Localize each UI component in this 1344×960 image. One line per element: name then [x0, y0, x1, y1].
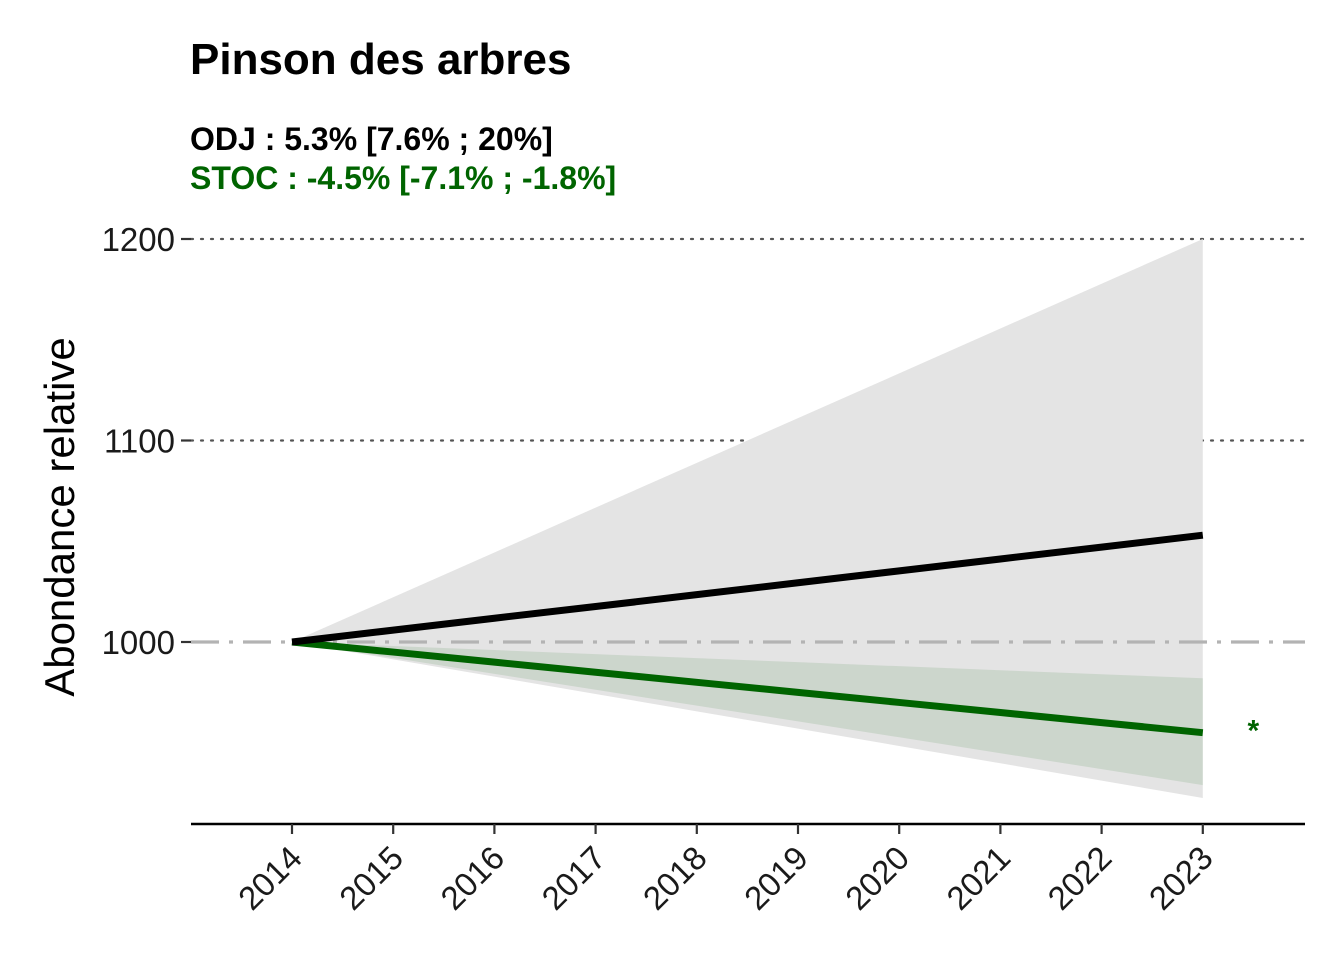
- subtitle-odj: ODJ : 5.3% [7.6% ; 20%]: [190, 121, 553, 157]
- confidence-bands: [292, 239, 1203, 798]
- band-odj: [292, 239, 1203, 798]
- annotations: *: [1248, 715, 1260, 748]
- plot-area: 1000 1100 1200 2014 2015 2016 2017 2018 2019 202…: [102, 221, 1307, 917]
- x-tick-label-2014: 2014: [231, 839, 309, 917]
- trend-lines: [291, 531, 1204, 737]
- x-tick-label-2019: 2019: [737, 839, 815, 917]
- x-tick-label-2022: 2022: [1040, 839, 1118, 917]
- x-tick-label-2015: 2015: [332, 839, 410, 917]
- series-line-stoc: [291, 638, 1204, 737]
- x-tick-label-2016: 2016: [433, 839, 511, 917]
- x-tick-label-2021: 2021: [939, 839, 1017, 917]
- x-tick-label-2018: 2018: [636, 839, 714, 917]
- series-line-odj: [291, 531, 1204, 646]
- y-tick-label-1200: 1200: [102, 221, 175, 258]
- y-axis-label: Abondance relative: [36, 337, 83, 697]
- y-tick-label-1000: 1000: [102, 624, 175, 661]
- y-tick-labels: 1000 1100 1200: [102, 221, 175, 661]
- y-tick-label-1100: 1100: [104, 423, 175, 460]
- band-stoc: [292, 642, 1203, 786]
- x-tick-label-2017: 2017: [534, 839, 612, 917]
- x-tick-label-2020: 2020: [838, 839, 916, 917]
- subtitle-stoc: STOC : -4.5% [-7.1% ; -1.8%]: [190, 160, 616, 196]
- significance-star: *: [1248, 715, 1260, 748]
- x-tick-labels: 2014 2015 2016 2017 2018 2019 2020 2021 2022 2023: [231, 839, 1220, 917]
- x-tick-label-2023: 2023: [1142, 839, 1220, 917]
- chart-title: Pinson des arbres: [190, 35, 571, 84]
- axes: [181, 237, 1305, 834]
